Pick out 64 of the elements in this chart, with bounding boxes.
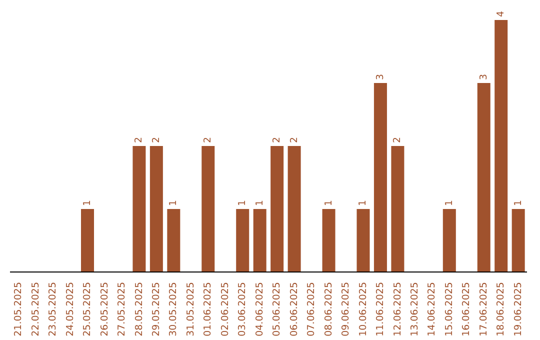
bar bbox=[512, 209, 525, 272]
data-label: 4 bbox=[496, 10, 507, 17]
x-tick-label: 02.06.2025 bbox=[220, 282, 231, 336]
x-tick-label: 29.05.2025 bbox=[150, 282, 162, 336]
bar bbox=[253, 209, 266, 272]
data-label: 2 bbox=[272, 136, 283, 143]
data-label: 1 bbox=[444, 200, 455, 206]
data-label: 1 bbox=[512, 200, 524, 206]
data-label: 1 bbox=[358, 200, 369, 206]
x-tick-label: 22.05.2025 bbox=[30, 282, 42, 336]
data-label: 2 bbox=[202, 136, 214, 143]
data-label: 1 bbox=[323, 200, 334, 206]
data-label: 3 bbox=[374, 74, 386, 80]
x-tick-label: 26.05.2025 bbox=[99, 282, 110, 336]
x-tick-label: 13.06.2025 bbox=[409, 282, 420, 336]
bar bbox=[81, 209, 94, 272]
x-tick-label: 15.06.2025 bbox=[444, 282, 455, 336]
x-tick-label: 27.05.2025 bbox=[116, 282, 128, 336]
data-label: 1 bbox=[237, 200, 248, 206]
bar bbox=[477, 83, 490, 272]
bar bbox=[288, 146, 301, 272]
x-tick-label: 12.06.2025 bbox=[392, 282, 404, 336]
x-tick-label: 28.05.2025 bbox=[134, 282, 145, 336]
bar bbox=[270, 146, 284, 272]
x-tick-label: 09.06.2025 bbox=[340, 282, 352, 336]
x-tick-label: 07.06.2025 bbox=[306, 282, 318, 336]
x-tick-label: 04.06.2025 bbox=[254, 282, 266, 336]
data-label: 2 bbox=[288, 136, 300, 143]
x-tick-label: 30.05.2025 bbox=[168, 282, 180, 336]
bar bbox=[167, 209, 180, 272]
x-tick-label: 19.06.2025 bbox=[512, 282, 524, 336]
bar bbox=[132, 146, 146, 272]
x-tick-label: 25.05.2025 bbox=[82, 282, 94, 336]
data-label: 1 bbox=[254, 200, 266, 206]
x-tick-label: 17.06.2025 bbox=[478, 282, 490, 336]
data-label: 2 bbox=[392, 136, 404, 143]
bar bbox=[322, 209, 336, 272]
x-tick-label: 10.06.2025 bbox=[358, 282, 369, 336]
bar bbox=[391, 146, 404, 272]
x-tick-label: 24.05.2025 bbox=[64, 282, 76, 336]
data-label: 1 bbox=[82, 200, 93, 206]
data-label: 2 bbox=[134, 136, 145, 143]
data-label: 2 bbox=[150, 136, 162, 143]
bar bbox=[150, 146, 163, 272]
x-tick-label: 05.06.2025 bbox=[272, 282, 283, 336]
bar bbox=[442, 209, 456, 272]
x-tick-label: 08.06.2025 bbox=[323, 282, 334, 336]
bar bbox=[236, 209, 250, 272]
data-label: 1 bbox=[168, 200, 180, 206]
x-tick-label: 23.05.2025 bbox=[48, 282, 59, 336]
x-tick-label: 31.05.2025 bbox=[185, 282, 196, 336]
bar bbox=[202, 146, 215, 272]
x-tick-label: 16.06.2025 bbox=[461, 282, 472, 336]
x-tick-label: 21.05.2025 bbox=[13, 282, 24, 336]
x-tick-label: 03.06.2025 bbox=[237, 282, 248, 336]
x-tick-label: 14.06.2025 bbox=[426, 282, 438, 336]
data-label: 3 bbox=[478, 74, 490, 80]
bar bbox=[374, 83, 387, 272]
x-tick-label: 11.06.2025 bbox=[375, 282, 386, 336]
x-tick-label: 01.06.2025 bbox=[202, 282, 214, 336]
bar bbox=[356, 209, 370, 272]
x-tick-label: 18.06.2025 bbox=[496, 282, 507, 336]
bar bbox=[494, 20, 508, 272]
x-tick-label: 06.06.2025 bbox=[288, 282, 300, 336]
